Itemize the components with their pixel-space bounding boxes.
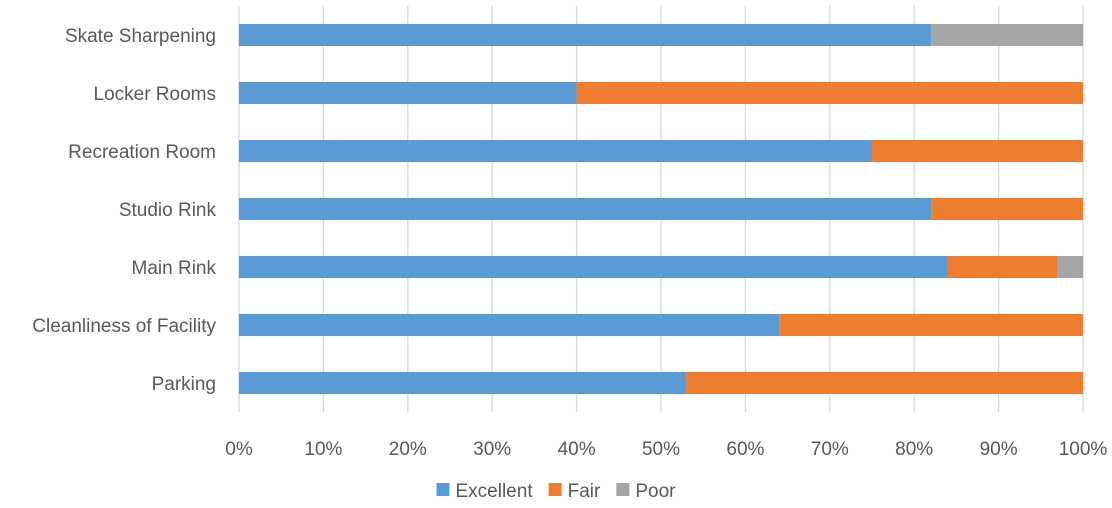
x-tick-label: 90% xyxy=(980,439,1018,460)
x-tick-label: 20% xyxy=(389,439,427,460)
bar-poor-main-rink xyxy=(1057,256,1083,278)
legend-swatch-fair xyxy=(548,483,562,496)
x-tick-label: 0% xyxy=(225,439,253,460)
bar-fair-locker-rooms xyxy=(576,82,1083,104)
bar-excellent-parking xyxy=(239,372,687,394)
x-tick-labels: 0% 10% 20% 30% 40% 50% 60% 70% 80% 90% 100% xyxy=(225,439,1107,460)
category-label: Parking xyxy=(152,374,216,395)
x-tick-label: 100% xyxy=(1059,439,1108,460)
legend-swatch-poor xyxy=(616,483,630,496)
x-tick-label: 50% xyxy=(642,439,680,460)
bar-excellent-locker-rooms xyxy=(239,82,577,104)
x-tick-label: 60% xyxy=(726,439,764,460)
legend-swatch-excellent xyxy=(436,483,450,496)
bars xyxy=(239,24,1083,394)
bar-fair-main-rink xyxy=(947,256,1058,278)
category-label: Recreation Room xyxy=(68,142,216,163)
legend-label: Poor xyxy=(635,481,676,502)
bar-fair-parking xyxy=(686,372,1083,394)
bar-fair-recreation-room xyxy=(872,140,1083,162)
category-labels: Skate Sharpening Locker Rooms Recreation R… xyxy=(32,26,216,395)
bar-excellent-skate-sharpening xyxy=(239,24,932,46)
category-label: Main Rink xyxy=(132,258,217,279)
x-tick-label: 30% xyxy=(473,439,511,460)
bar-fair-studio-rink xyxy=(931,198,1083,220)
x-tick-label: 40% xyxy=(558,439,596,460)
x-tick-label: 80% xyxy=(895,439,933,460)
category-label: Skate Sharpening xyxy=(65,26,216,47)
bar-excellent-recreation-room xyxy=(239,140,872,162)
bar-excellent-studio-rink xyxy=(239,198,932,220)
bar-fair-cleanliness-of-facility xyxy=(779,314,1083,336)
bar-excellent-main-rink xyxy=(239,256,948,278)
x-tick-label: 70% xyxy=(811,439,849,460)
category-label: Locker Rooms xyxy=(94,84,217,105)
legend: Excellent Fair Poor xyxy=(436,481,676,502)
legend-label: Fair xyxy=(568,481,601,502)
category-label: Studio Rink xyxy=(119,200,217,221)
legend-label: Excellent xyxy=(456,481,534,502)
x-tick-label: 10% xyxy=(304,439,342,460)
bar-excellent-cleanliness-of-facility xyxy=(239,314,780,336)
category-label: Cleanliness of Facility xyxy=(32,316,216,337)
bar-poor-skate-sharpening xyxy=(931,24,1083,46)
